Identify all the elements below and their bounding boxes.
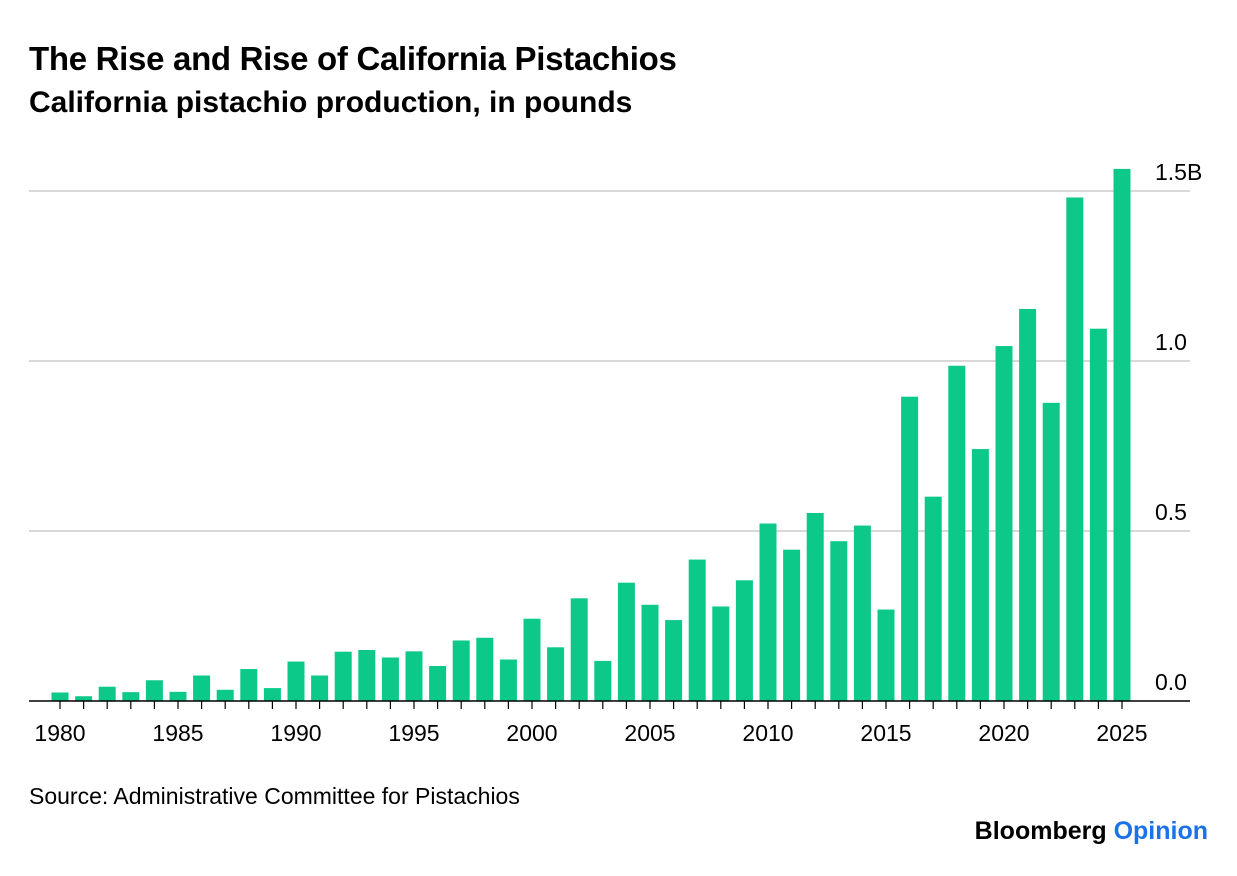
bar-2016	[901, 396, 919, 701]
bar-2020	[995, 346, 1013, 701]
bar-1994	[381, 657, 399, 701]
bar-2024	[1089, 328, 1107, 701]
bar-2009	[735, 580, 753, 701]
bar-2010	[759, 523, 777, 701]
bar-2000	[523, 618, 541, 701]
bar-2013	[830, 541, 848, 701]
x-tick-label: 2000	[506, 720, 557, 746]
x-tick-label: 2005	[624, 720, 675, 746]
brand-name: Bloomberg	[974, 817, 1107, 845]
x-tick-label: 1980	[34, 720, 85, 746]
bar-1998	[476, 637, 494, 701]
y-tick-label: 0.5	[1155, 499, 1187, 525]
bar-1984	[145, 680, 163, 701]
x-axis-ticks: 1980 1985 1990 1995 2000 2005 2010 2015 2020 2025	[34, 701, 1148, 746]
bar-2007	[688, 559, 706, 701]
y-tick-label: 1.0	[1155, 329, 1187, 355]
brand-section: Opinion	[1113, 817, 1208, 845]
bar-2019	[971, 449, 989, 701]
bar-1995	[405, 651, 423, 701]
bar-1997	[452, 640, 470, 701]
bar-2025	[1113, 168, 1131, 701]
bar-2002	[570, 598, 588, 701]
bar-1981	[75, 696, 93, 701]
bar-1988	[240, 669, 258, 701]
bar-1991	[311, 675, 329, 701]
x-tick-label: 2010	[742, 720, 793, 746]
bar-1990	[287, 661, 305, 701]
bar-1987	[216, 689, 234, 701]
x-tick-label: 1990	[270, 720, 321, 746]
source-note: Source: Administrative Committee for Pis…	[29, 783, 520, 809]
x-tick-label: 2015	[860, 720, 911, 746]
x-tick-label: 1995	[388, 720, 439, 746]
brand-logo: Bloomberg Opinion	[975, 817, 1208, 846]
chart-subtitle: California pistachio production, in poun…	[29, 86, 633, 119]
bar-2012	[806, 512, 824, 701]
bar-1999	[499, 659, 517, 701]
bar-2008	[712, 606, 730, 701]
bars	[51, 168, 1131, 701]
bar-2001	[547, 647, 565, 701]
bar-2014	[853, 525, 871, 701]
bar-2003	[594, 660, 612, 701]
x-tick-label: 2025	[1096, 720, 1147, 746]
bar-1992	[334, 651, 352, 701]
bar-2021	[1019, 308, 1037, 701]
bar-1986	[193, 675, 211, 701]
bar-1982	[98, 686, 116, 701]
y-tick-label: 1.5B	[1155, 159, 1202, 185]
y-axis-tick-labels: 0.0 0.5 1.0 1.5B	[1155, 159, 1202, 695]
bar-2005	[641, 604, 659, 701]
bar-2006	[665, 620, 683, 701]
bar-1993	[358, 650, 376, 701]
bar-2017	[924, 496, 942, 701]
bar-1989	[263, 688, 281, 701]
bar-2022	[1042, 402, 1060, 701]
y-tick-label: 0.0	[1155, 669, 1187, 695]
bar-1980	[51, 692, 69, 701]
bar-2011	[783, 549, 801, 701]
chart-title: The Rise and Rise of California Pistachi…	[29, 40, 677, 77]
bar-2004	[617, 582, 635, 701]
bar-2018	[948, 365, 966, 701]
bar-1983	[122, 692, 140, 701]
x-tick-label: 2020	[978, 720, 1029, 746]
bar-1996	[429, 665, 447, 701]
bar-2023	[1066, 197, 1084, 701]
bar-1985	[169, 691, 187, 701]
gridlines	[29, 190, 1190, 532]
bar-2015	[877, 609, 895, 701]
x-tick-label: 1985	[152, 720, 203, 746]
